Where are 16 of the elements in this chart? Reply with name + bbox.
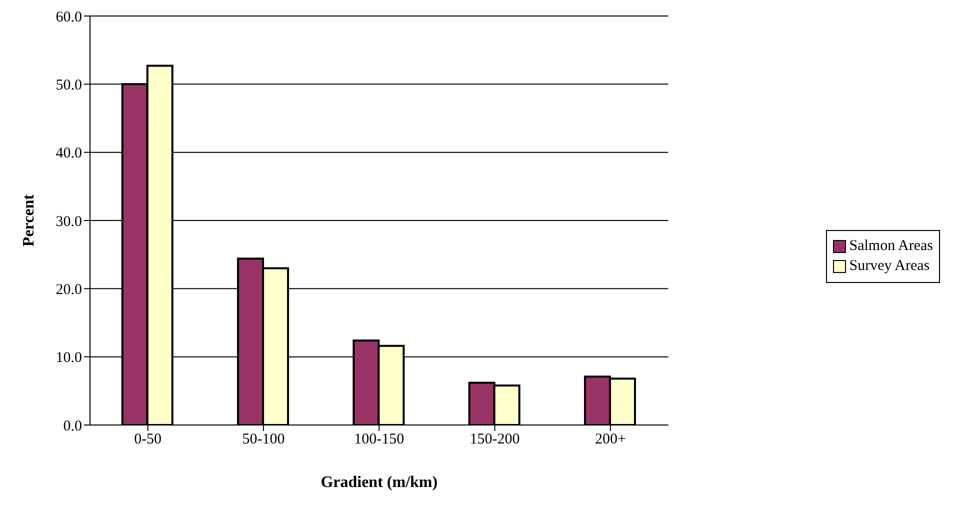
y-tick-label: 0.0 — [63, 418, 82, 434]
y-tick-label: 50.0 — [56, 77, 82, 94]
y-tick-label: 30.0 — [56, 214, 82, 230]
x-tick-label: 150-200 — [470, 432, 520, 448]
x-tick-label: 200+ — [594, 432, 626, 448]
y-tick-label: 40.0 — [56, 146, 82, 162]
x-axis-title: Gradient (m/km) — [320, 474, 438, 491]
y-tick-label: 60.0 — [56, 9, 82, 26]
y-tick-label: 10.0 — [56, 350, 82, 366]
y-tick-label: 20.0 — [56, 282, 82, 298]
y-axis-title: Percent — [20, 194, 38, 247]
x-tick-label: 50-100 — [242, 432, 285, 448]
x-tick-label: 0-50 — [134, 432, 162, 448]
legend-label: Survey Areas — [849, 258, 930, 275]
x-tick-label: 100-150 — [354, 432, 404, 448]
legend-label: Salmon Areas — [849, 238, 933, 255]
